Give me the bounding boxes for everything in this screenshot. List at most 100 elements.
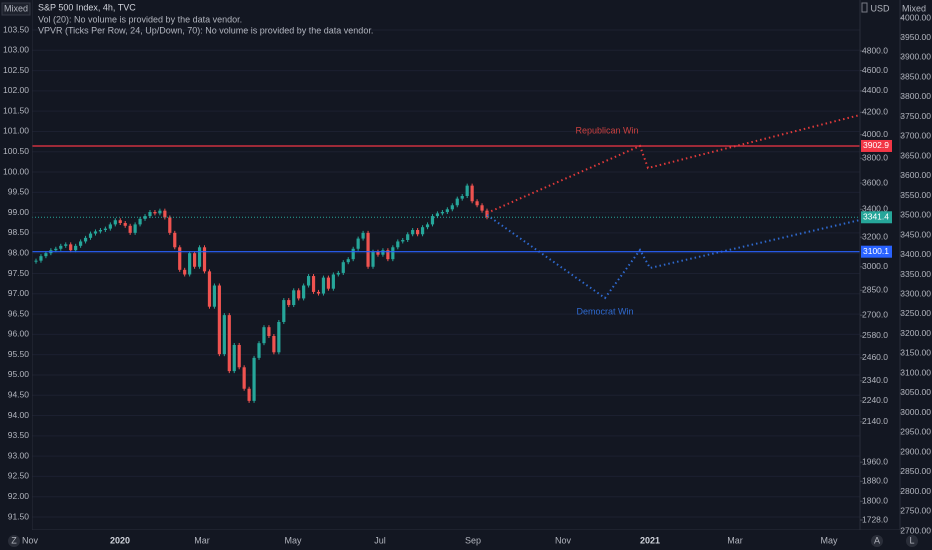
candle — [450, 205, 454, 210]
candle — [74, 245, 78, 251]
candle — [59, 245, 63, 249]
candle — [465, 185, 469, 196]
candle — [148, 212, 152, 217]
candle — [178, 247, 182, 270]
x-tick-label: Nov — [555, 535, 572, 545]
x-tick-label: May — [284, 535, 302, 545]
candle — [227, 315, 231, 372]
scale-mode-button[interactable] — [1, 2, 31, 16]
price-tick-label: 2460.0 — [862, 352, 888, 362]
x-tick-label: Sep — [465, 535, 481, 545]
legend-main: S&P 500 Index, 4h, TVC — [38, 2, 136, 12]
left-tick-label: 100.00 — [3, 166, 29, 176]
annotation: Democrat Win — [576, 306, 633, 316]
candle — [98, 230, 103, 232]
candle — [366, 232, 370, 267]
currency[interactable]: USD — [870, 3, 890, 13]
scale-mode[interactable]: Mixed — [902, 3, 926, 13]
price-tick-label: 4000.0 — [862, 129, 888, 139]
x-tick-label: Mar — [194, 535, 210, 545]
candle — [297, 290, 301, 299]
price-tick-label: 2340.0 — [862, 375, 888, 385]
right-tick-label: 3150.00 — [900, 348, 931, 358]
candle — [64, 244, 68, 246]
candle — [247, 388, 251, 401]
right-tick-label: 2950.00 — [900, 427, 931, 437]
candle — [475, 201, 479, 206]
candle — [440, 212, 444, 214]
x-tick-label: Mar — [727, 535, 743, 545]
candle — [168, 217, 172, 233]
left-tick-label: 93.00 — [8, 450, 30, 460]
left-tick-label: 99.00 — [8, 207, 30, 217]
price-tick-label: 2580.0 — [862, 330, 888, 340]
right-tick-label: 3050.00 — [900, 387, 931, 397]
candle — [396, 241, 400, 248]
candle — [197, 247, 202, 267]
right-tick-label: 3450.00 — [900, 229, 931, 239]
price-tick-label: 4200.0 — [862, 107, 888, 117]
left-tick-label: 103.50 — [3, 24, 29, 34]
auto-label[interactable]: A — [874, 535, 880, 545]
candle — [133, 224, 137, 233]
candle — [242, 367, 246, 389]
candle — [192, 253, 197, 267]
left-tick-label: 101.50 — [3, 105, 29, 115]
legend-volume: Vol (20): No volume is provided by the d… — [38, 14, 242, 24]
candle — [128, 225, 132, 233]
price-tick-label: 1800.0 — [862, 496, 888, 506]
left-tick-label: 101.00 — [3, 126, 29, 136]
left-tick-label: 92.50 — [8, 471, 30, 481]
candle — [272, 335, 276, 353]
candle — [232, 344, 236, 372]
right-tick-label: 3500.00 — [900, 210, 931, 220]
last-price-box — [861, 211, 892, 224]
currency-icon — [861, 2, 868, 13]
candle — [311, 276, 316, 292]
log-button[interactable] — [906, 535, 918, 547]
price-tick-label: 3800.0 — [862, 152, 888, 162]
right-tick-label: 3700.00 — [900, 131, 931, 141]
candle — [267, 327, 271, 336]
x-tick-label: Jul — [374, 535, 386, 545]
candle — [222, 315, 226, 355]
right-tick-label: 3200.00 — [900, 328, 931, 338]
candle — [262, 327, 266, 344]
candle — [183, 269, 187, 275]
left-axis-panel — [0, 0, 32, 550]
price-label-box — [861, 245, 892, 258]
candle — [287, 300, 291, 306]
candle — [445, 209, 449, 213]
left-tick-label: 95.00 — [8, 369, 30, 379]
left-tick-label: 98.50 — [8, 227, 30, 237]
candle — [118, 220, 122, 224]
scale-mode[interactable]: Mixed — [4, 3, 28, 13]
x-tick-label: 2021 — [640, 535, 660, 545]
zoom-label[interactable]: Z — [11, 535, 17, 545]
right-tick-label: 3000.00 — [900, 407, 931, 417]
log-label[interactable]: L — [909, 535, 914, 545]
candle — [54, 248, 58, 251]
candle — [321, 277, 326, 294]
candle — [252, 357, 256, 401]
right-tick-label: 3900.00 — [900, 52, 931, 62]
zoom-button[interactable] — [8, 535, 20, 547]
candle — [257, 343, 261, 358]
candle — [188, 253, 192, 275]
candle — [143, 216, 147, 219]
price-label: 3902.9 — [863, 140, 889, 150]
right-tick-label: 3400.00 — [900, 249, 931, 259]
candle — [376, 251, 380, 255]
candle — [103, 228, 107, 231]
right-tick-label: 3100.00 — [900, 367, 931, 377]
right-tick-label: 2750.00 — [900, 506, 931, 516]
price-tick-label: 1880.0 — [862, 476, 888, 486]
auto-button[interactable] — [871, 535, 883, 547]
price-tick-label: 3400.0 — [862, 204, 888, 214]
candle — [158, 210, 162, 214]
candle — [306, 276, 311, 286]
candle — [202, 247, 207, 272]
candle — [406, 234, 410, 241]
